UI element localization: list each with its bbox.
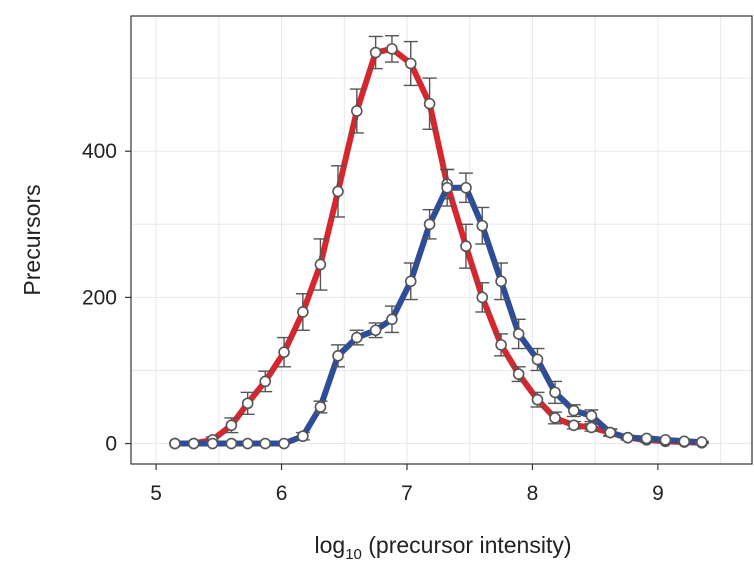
- data-point: [549, 412, 561, 424]
- data-point: [351, 105, 363, 117]
- x-tick-label: 6: [276, 482, 288, 505]
- data-point: [187, 437, 200, 450]
- x-tick-label: 7: [401, 482, 413, 505]
- data-point: [531, 393, 544, 406]
- data-point: [404, 57, 417, 70]
- data-point: [460, 181, 472, 194]
- data-point: [259, 375, 272, 388]
- y-tick-label: 200: [82, 286, 117, 309]
- data-point: [476, 291, 489, 304]
- series-1: [169, 35, 709, 450]
- data-point: [278, 437, 290, 450]
- data-point: [314, 258, 327, 271]
- data-point: [169, 437, 181, 450]
- data-point: [241, 437, 254, 450]
- grid: [131, 16, 752, 464]
- data-point: [332, 185, 344, 198]
- data-point: [621, 431, 634, 444]
- x-axis-title-rest: (precursor intensity): [362, 532, 572, 558]
- y-tick-label: 400: [82, 140, 117, 163]
- plot-frame: [130, 15, 753, 465]
- data-point: [314, 401, 327, 413]
- data-point: [495, 275, 507, 288]
- data-point: [297, 430, 309, 443]
- data-point: [386, 313, 398, 326]
- data-point: [225, 419, 238, 432]
- data-point: [332, 350, 344, 362]
- data-point: [678, 435, 691, 448]
- data-point: [441, 181, 453, 194]
- data-point: [460, 240, 472, 253]
- data-point: [531, 353, 544, 366]
- data-point: [696, 436, 708, 448]
- data-point: [259, 437, 272, 450]
- data-point: [585, 409, 598, 422]
- y-axis-title: Precursors: [19, 184, 45, 295]
- data-point: [640, 432, 653, 445]
- data-point: [241, 397, 254, 410]
- data-point: [423, 218, 436, 231]
- series-2: [169, 168, 709, 450]
- data-point: [659, 434, 672, 446]
- data-point: [369, 46, 382, 59]
- series-line: [171, 45, 705, 447]
- data-point: [549, 386, 561, 399]
- data-point: [476, 219, 489, 232]
- axes: 5 6 7 8 9 0 200 400: [82, 140, 664, 505]
- x-tick-label: 9: [652, 482, 664, 505]
- x-axis-title-main: log: [314, 532, 345, 558]
- x-axis-title-subscript: 10: [345, 546, 362, 563]
- data-point: [369, 324, 382, 337]
- data-point: [297, 306, 309, 318]
- data-point: [568, 419, 580, 432]
- x-tick-label: 8: [527, 482, 539, 505]
- data-point: [585, 421, 598, 434]
- data-point: [512, 328, 525, 340]
- series-layer: [169, 35, 709, 450]
- series-line: [171, 184, 705, 447]
- data-point: [206, 437, 219, 450]
- data-point: [604, 426, 617, 439]
- data-point: [568, 404, 580, 417]
- y-tick-label: 0: [105, 433, 117, 456]
- x-tick-label: 5: [150, 482, 162, 505]
- data-point: [278, 346, 290, 358]
- data-point: [351, 331, 363, 344]
- data-point: [512, 368, 525, 380]
- data-point: [225, 437, 238, 450]
- data-point: [404, 275, 417, 288]
- data-point: [495, 339, 507, 351]
- x-axis-title: log10 (precursor intensity): [314, 532, 571, 563]
- data-point: [423, 97, 436, 110]
- data-point: [386, 43, 398, 55]
